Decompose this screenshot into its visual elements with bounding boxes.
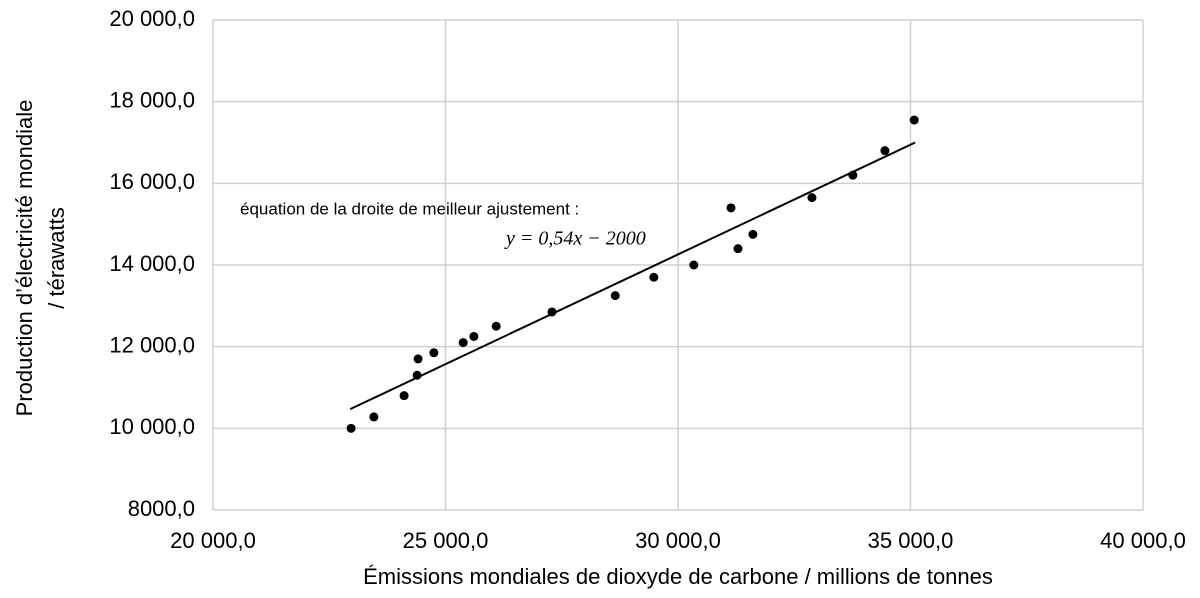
point: [848, 170, 858, 180]
point: [649, 272, 659, 282]
x-tick-label: 20 000,0: [170, 528, 256, 553]
point: [748, 229, 758, 239]
x-tick-label: 35 000,0: [868, 528, 954, 553]
point: [726, 203, 736, 213]
x-axis-label: Émissions mondiales de dioxyde de carbon…: [363, 564, 993, 589]
y-tick-label: 14 000,0: [109, 251, 195, 276]
y-axis-label: Production d’électricité mondiale: [12, 100, 37, 417]
y-axis-label: / térawatts: [44, 207, 69, 308]
annotation: équation de la droite de meilleur ajuste…: [240, 199, 579, 218]
y-tick-label: 20 000,0: [109, 6, 195, 31]
y-tick-label: 16 000,0: [109, 169, 195, 194]
point: [469, 331, 479, 341]
point: [458, 338, 468, 348]
point: [413, 354, 423, 364]
y-tick-label: 12 000,0: [109, 332, 195, 357]
point: [399, 391, 409, 401]
point: [689, 260, 699, 270]
y-tick-label: 8000,0: [128, 496, 195, 521]
point: [610, 291, 620, 301]
y-tick-label: 18 000,0: [109, 87, 195, 112]
point: [880, 146, 890, 156]
point: [346, 423, 356, 433]
point: [429, 348, 439, 358]
equation: y = 0,54x − 2000: [504, 228, 646, 250]
point: [369, 412, 379, 422]
point: [412, 370, 422, 380]
x-tick-label: 30 000,0: [635, 528, 721, 553]
x-tick-label: 40 000,0: [1100, 528, 1186, 553]
point: [491, 321, 501, 331]
trendline: [349, 141, 916, 411]
point: [909, 115, 919, 125]
point: [733, 244, 743, 254]
x-tick-label: 25 000,0: [403, 528, 489, 553]
point: [547, 307, 557, 317]
point: [807, 193, 817, 203]
y-tick-label: 10 000,0: [109, 414, 195, 439]
